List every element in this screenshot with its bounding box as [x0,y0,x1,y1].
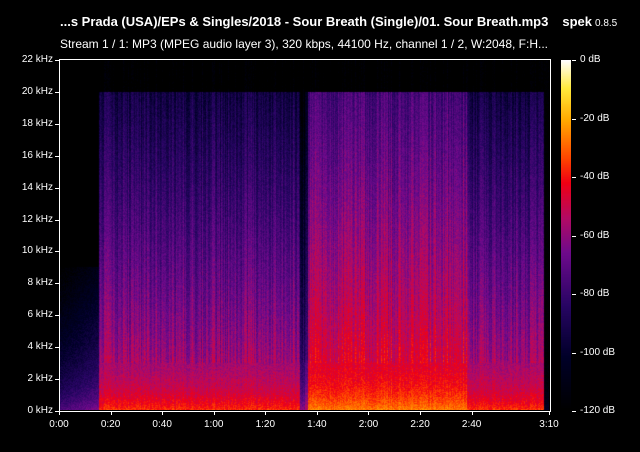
time-tick [549,411,550,415]
spectrogram [60,60,549,410]
freq-tick [55,315,59,317]
time-tick [162,411,164,415]
window-title: ...s Prada (USA)/EPs & Singles/2018 - So… [60,14,617,29]
db-tick [572,235,576,237]
time-tick [316,411,318,415]
time-tick [471,411,473,415]
db-tick [572,352,576,354]
time-tick [368,411,370,415]
freq-tick [55,155,59,157]
freq-tick [55,123,59,125]
freq-tick-label: 12 kHz [21,213,53,225]
freq-tick-label: 8 kHz [27,277,53,289]
db-tick-label: 0 dB [580,54,601,65]
db-tick-label: -100 dB [580,346,616,358]
freq-tick-label: 16 kHz [21,149,53,161]
app-name: spek [562,14,592,29]
time-tick-label: 0:00 [49,419,69,430]
freq-tick [55,187,59,189]
db-tick [572,294,576,295]
freq-tick-label: 14 kHz [21,181,53,193]
db-tick [572,118,576,120]
time-tick [265,411,267,415]
time-tick-label: 1:20 [255,419,276,430]
freq-tick-label: 0 kHz [27,405,53,416]
db-tick [572,60,576,61]
freq-tick-label: 2 kHz [27,373,53,385]
freq-tick [55,251,59,253]
db-tick [572,177,576,178]
app-version: 0.8.5 [595,18,618,29]
time-tick [110,411,112,415]
time-tick-label: 2:00 [358,419,379,430]
freq-tick [55,283,59,285]
time-tick [59,411,60,415]
time-tick-label: 2:40 [461,419,482,430]
time-tick-label: 0:20 [100,419,121,430]
db-tick [572,411,576,412]
freq-tick-label: 18 kHz [21,117,53,129]
db-tick-label: -40 dB [580,171,610,182]
freq-tick-label: 4 kHz [27,341,53,353]
db-tick-label: -80 dB [580,288,610,299]
file-path: ...s Prada (USA)/EPs & Singles/2018 - So… [60,14,549,29]
freq-tick-label: 10 kHz [21,245,53,257]
colorbar [561,60,571,411]
time-tick-label: 2:20 [410,419,430,430]
freq-tick [55,379,59,381]
db-tick-label: -20 dB [580,112,610,124]
freq-tick-label: 22 kHz [21,54,53,65]
time-tick-label: 1:00 [204,419,224,430]
time-tick-label: 0:40 [152,419,172,430]
time-tick [213,411,215,415]
freq-tick-label: 20 kHz [21,85,53,97]
stream-info: Stream 1 / 1: MP3 (MPEG audio layer 3), … [60,37,549,51]
freq-tick [55,219,59,221]
db-tick-label: -60 dB [580,229,610,241]
freq-tick-label: 6 kHz [27,309,53,321]
time-tick-label: 1:40 [307,419,327,430]
freq-tick [55,60,59,61]
freq-tick [55,347,59,349]
time-tick-label: 3:10 [539,419,559,430]
db-tick-label: -120 dB [580,405,616,416]
freq-tick [55,91,59,93]
time-tick [420,411,422,415]
freq-tick [55,411,59,412]
